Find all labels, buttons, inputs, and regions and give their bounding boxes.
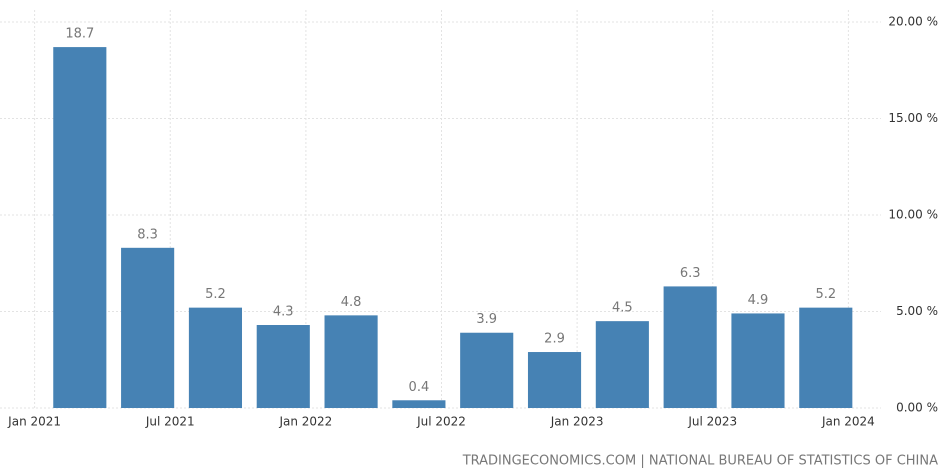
bar (799, 307, 853, 408)
y-tick-label: 5.00 % (896, 304, 938, 318)
value-label: 18.7 (65, 27, 94, 42)
y-tick-label: 10.00 % (888, 208, 938, 222)
value-label: 4.3 (273, 305, 294, 320)
bar (256, 325, 310, 408)
value-label: 5.2 (815, 287, 836, 302)
value-label: 4.5 (612, 301, 633, 316)
x-tick-label: Jan 2023 (550, 415, 604, 429)
x-tick-label: Jul 2021 (145, 415, 195, 429)
bar (392, 400, 446, 408)
x-tick-label: Jul 2022 (416, 415, 466, 429)
bar (324, 315, 378, 408)
x-tick-label: Jan 2022 (278, 415, 332, 429)
bar (53, 47, 107, 409)
bar (663, 286, 717, 408)
value-label: 6.3 (680, 266, 701, 281)
value-label: 4.9 (748, 293, 769, 308)
bar (595, 321, 649, 408)
bar (731, 313, 785, 408)
x-tick-label: Jan 2021 (7, 415, 61, 429)
y-tick-label: 15.00 % (888, 111, 938, 125)
y-tick-label: 20.00 % (888, 15, 938, 29)
bar (121, 247, 175, 408)
value-label: 5.2 (205, 287, 226, 302)
bar (527, 352, 582, 408)
x-tick-label: Jul 2023 (687, 415, 737, 429)
x-tick-label: Jan 2024 (821, 415, 875, 429)
value-label: 3.9 (476, 312, 497, 327)
bar (460, 332, 514, 408)
source: TRADINGECONOMICS.COM | NATIONAL BUREAU O… (462, 454, 938, 469)
bar (188, 307, 243, 408)
value-label: 0.4 (409, 380, 430, 395)
y-tick-label: 0.00 % (896, 401, 938, 415)
value-label: 4.8 (341, 295, 362, 310)
value-label: 8.3 (137, 227, 158, 242)
value-label: 2.9 (544, 332, 565, 347)
